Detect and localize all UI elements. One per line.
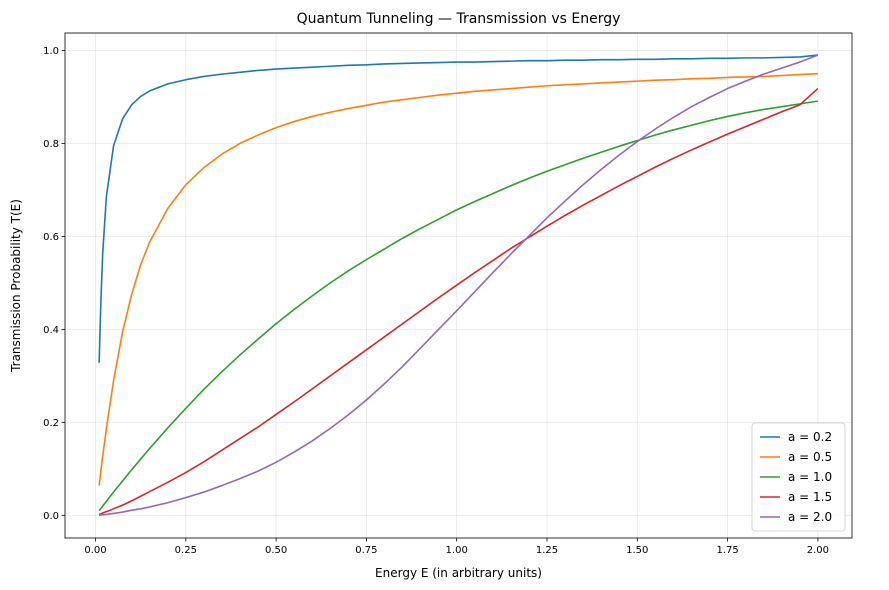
y-tick-label: 1.0: [43, 46, 59, 57]
x-tick-label: 0.50: [265, 545, 287, 556]
legend-entry: a = 2.0: [788, 510, 832, 524]
y-tick-label: 0.8: [43, 139, 59, 150]
series-line-3: [98, 100, 818, 512]
legend-box: [751, 422, 846, 532]
series-line-5: [98, 54, 819, 517]
legend-entry: a = 1.0: [788, 470, 832, 484]
y-tick-label: 0.4: [43, 325, 59, 336]
x-tick-label: 2.00: [807, 545, 829, 556]
x-axis: 0.00 0.25 0.50 0.75 1.00 1.25 1.50 1.75 2.00: [84, 538, 829, 556]
plot-frame: [64, 32, 853, 539]
y-axis: 0.0 0.2 0.4 0.6 0.8 1.0: [43, 46, 65, 522]
series-layer: [98, 54, 819, 517]
legend-entry: a = 0.2: [788, 430, 832, 444]
x-tick-label: 1.00: [446, 545, 468, 556]
series-line-2: [98, 72, 818, 486]
y-tick-label: 0.0: [43, 511, 59, 522]
y-axis-label: Transmission Probability T(E): [9, 199, 23, 373]
x-tick-label: 1.50: [626, 545, 648, 556]
x-tick-label: 0.00: [84, 545, 106, 556]
x-axis-label: Energy E (in arbitrary units): [375, 566, 542, 580]
x-tick-label: 0.75: [355, 545, 377, 556]
legend-entry: a = 1.5: [788, 490, 832, 504]
x-tick-label: 0.25: [175, 545, 197, 556]
chart-title: Quantum Tunneling — Transmission vs Ener…: [297, 11, 621, 27]
series-line-4: [98, 87, 819, 516]
y-tick-label: 0.2: [43, 418, 59, 429]
series-line-1: [98, 54, 818, 363]
x-tick-label: 1.25: [536, 545, 558, 556]
y-tick-label: 0.6: [43, 232, 59, 243]
legend: a = 0.2 a = 0.5 a = 1.0 a = 1.5 a = 2.0: [751, 422, 846, 532]
x-tick-label: 1.75: [716, 545, 738, 556]
legend-entry: a = 0.5: [788, 450, 832, 464]
